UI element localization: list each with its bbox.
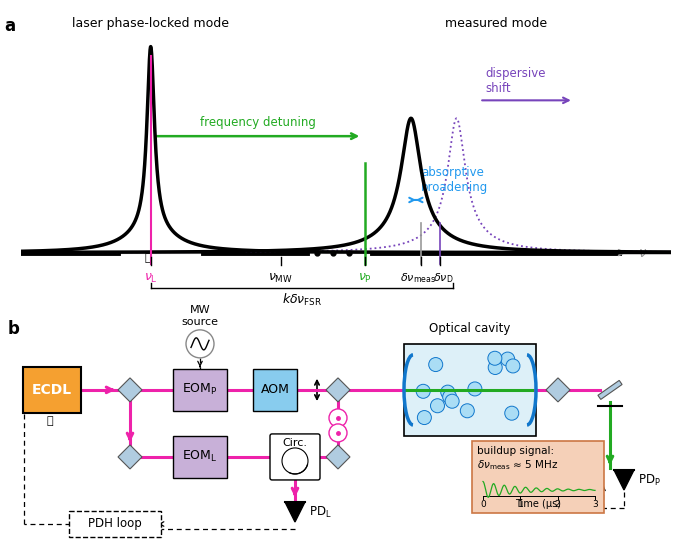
- Text: $k\delta\nu_\mathrm{FSR}$: $k\delta\nu_\mathrm{FSR}$: [282, 292, 322, 308]
- Circle shape: [501, 352, 514, 366]
- Polygon shape: [546, 378, 570, 402]
- Polygon shape: [118, 445, 142, 469]
- Polygon shape: [614, 470, 634, 490]
- Text: buildup signal:
$\delta\nu_\mathrm{meas}$ ≈ 5 MHz: buildup signal: $\delta\nu_\mathrm{meas}…: [477, 446, 558, 472]
- FancyBboxPatch shape: [270, 434, 320, 480]
- Text: $\nu_\mathrm{P}$: $\nu_\mathrm{P}$: [358, 272, 373, 285]
- FancyBboxPatch shape: [253, 369, 297, 411]
- Polygon shape: [598, 381, 622, 399]
- Text: $\delta\nu_\mathrm{D}$: $\delta\nu_\mathrm{D}$: [434, 272, 453, 286]
- FancyBboxPatch shape: [23, 367, 81, 413]
- FancyBboxPatch shape: [173, 369, 227, 411]
- Text: Time (μs): Time (μs): [515, 499, 561, 509]
- Text: EOM$_\mathrm{P}$: EOM$_\mathrm{P}$: [182, 382, 218, 397]
- Text: 3: 3: [592, 500, 598, 509]
- Text: laser phase-locked mode: laser phase-locked mode: [72, 17, 229, 31]
- Circle shape: [329, 424, 347, 442]
- Circle shape: [488, 351, 502, 365]
- Text: ⚿: ⚿: [47, 416, 53, 426]
- Circle shape: [430, 399, 445, 413]
- Text: 0: 0: [480, 500, 486, 509]
- Text: dispersive
shift: dispersive shift: [486, 67, 547, 95]
- Polygon shape: [326, 445, 350, 469]
- Circle shape: [429, 357, 443, 371]
- Text: $\nu_\mathrm{L}$: $\nu_\mathrm{L}$: [144, 272, 158, 285]
- Text: $\delta\nu_\mathrm{meas}$: $\delta\nu_\mathrm{meas}$: [399, 272, 436, 286]
- Text: Optical cavity: Optical cavity: [429, 322, 511, 335]
- Circle shape: [282, 448, 308, 474]
- Circle shape: [460, 404, 474, 418]
- Text: $\nu_\mathrm{MW}$: $\nu_\mathrm{MW}$: [269, 272, 293, 285]
- Polygon shape: [118, 378, 142, 402]
- Text: ν: ν: [638, 246, 647, 260]
- Circle shape: [417, 411, 432, 425]
- FancyBboxPatch shape: [173, 436, 227, 478]
- Text: AOM: AOM: [260, 383, 290, 396]
- Text: PD$_\mathrm{P}$: PD$_\mathrm{P}$: [638, 472, 661, 487]
- FancyBboxPatch shape: [404, 344, 536, 436]
- Text: ECDL: ECDL: [32, 383, 72, 397]
- Text: 2: 2: [555, 500, 560, 509]
- Text: EOM$_\mathrm{L}$: EOM$_\mathrm{L}$: [182, 450, 218, 465]
- Text: Circ.: Circ.: [282, 438, 308, 448]
- Text: PD$_\mathrm{L}$: PD$_\mathrm{L}$: [309, 505, 332, 520]
- Text: MW
source: MW source: [182, 305, 219, 327]
- Circle shape: [468, 382, 482, 396]
- Circle shape: [445, 394, 459, 408]
- Text: measured mode: measured mode: [445, 17, 547, 31]
- Circle shape: [186, 330, 214, 358]
- Circle shape: [488, 361, 502, 375]
- Text: 1: 1: [517, 500, 523, 509]
- Circle shape: [416, 384, 430, 398]
- Polygon shape: [285, 502, 305, 522]
- Circle shape: [329, 409, 347, 427]
- Polygon shape: [326, 378, 350, 402]
- Text: a: a: [4, 17, 15, 36]
- Circle shape: [505, 406, 519, 420]
- Text: absorptive
broadening: absorptive broadening: [421, 167, 488, 195]
- FancyBboxPatch shape: [472, 441, 604, 513]
- Circle shape: [506, 359, 520, 373]
- Circle shape: [443, 390, 457, 404]
- Text: b: b: [8, 320, 20, 338]
- Text: PDH loop: PDH loop: [88, 517, 142, 530]
- Circle shape: [440, 385, 455, 399]
- Text: ⚿: ⚿: [144, 253, 151, 263]
- FancyBboxPatch shape: [69, 511, 161, 537]
- Text: frequency detuning: frequency detuning: [200, 116, 316, 129]
